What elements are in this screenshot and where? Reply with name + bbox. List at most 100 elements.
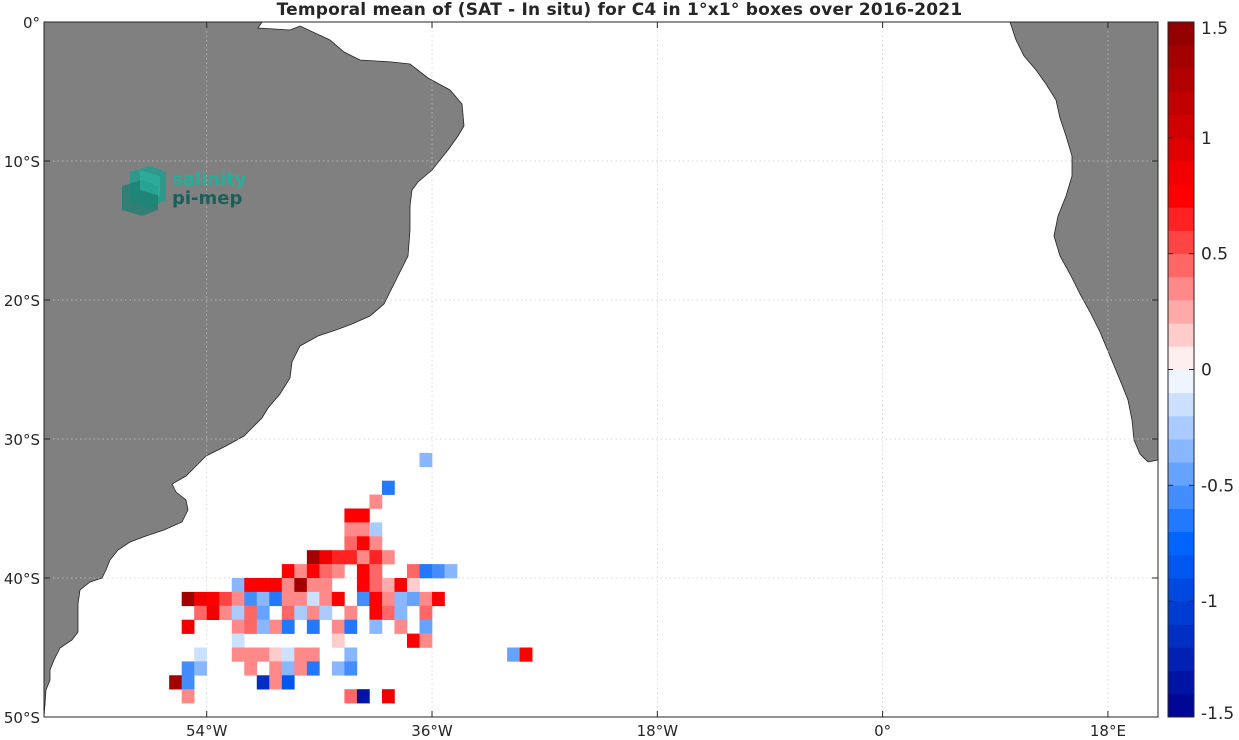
data-cell <box>419 591 433 607</box>
data-cell <box>294 605 308 620</box>
data-cell <box>244 591 258 607</box>
data-cell <box>419 633 433 648</box>
data-cell <box>269 619 283 634</box>
colorbar-tick-label: 1.5 <box>1201 19 1228 39</box>
data-cell <box>281 605 295 620</box>
data-cell <box>244 605 258 620</box>
data-cell <box>344 536 358 551</box>
data-cell <box>194 605 208 620</box>
data-cell <box>231 619 245 634</box>
data-cell <box>356 508 370 523</box>
data-cell <box>519 647 533 662</box>
colorbar: 1.5 1 0.5 0 -0.5 -1 -1.5 <box>1167 19 1234 724</box>
lon-tick-label: 54°W <box>186 722 228 740</box>
data-cell <box>369 619 383 634</box>
data-cell <box>281 619 295 634</box>
colorbar-segment <box>1168 137 1194 162</box>
data-cell <box>344 508 358 523</box>
data-cell <box>319 578 333 593</box>
map-axes: 54°W 36°W 18°W 0° 18°E 0° 10°S 20°S 30°S 40°S 50°S <box>4 14 1158 740</box>
data-cell <box>394 619 408 634</box>
data-cell <box>394 578 408 593</box>
data-cell <box>356 550 370 565</box>
data-cell <box>231 647 245 662</box>
data-cell <box>331 661 345 676</box>
colorbar-segment <box>1168 578 1194 602</box>
data-cell <box>219 591 233 607</box>
colorbar-segment <box>1168 624 1194 648</box>
land-africa <box>1009 21 1159 463</box>
colorbar-segment <box>1168 276 1194 301</box>
colorbar-segment <box>1168 323 1194 347</box>
data-cell <box>294 661 308 676</box>
lat-tick-label: 30°S <box>4 431 40 449</box>
lat-tick-label: 50°S <box>4 709 40 727</box>
data-cell <box>406 591 420 607</box>
data-cell <box>356 591 370 607</box>
data-cell <box>344 647 358 662</box>
colorbar-segment <box>1168 670 1194 695</box>
data-cell <box>306 591 320 607</box>
lat-tick-label: 20°S <box>4 292 40 310</box>
data-cell <box>394 605 408 620</box>
data-cell <box>356 536 370 551</box>
lon-tick-label: 0° <box>874 722 891 740</box>
colorbar-segment <box>1168 68 1194 92</box>
data-cell <box>381 605 395 620</box>
lon-tick-label: 18°W <box>637 722 679 740</box>
colorbar-segment <box>1168 253 1194 278</box>
map-title: Temporal mean of (SAT - In situ) for C4 … <box>276 0 963 20</box>
colorbar-segment <box>1168 346 1194 370</box>
data-cell <box>369 578 383 593</box>
data-cell <box>331 564 345 579</box>
data-cell <box>331 633 345 648</box>
colorbar-segment <box>1168 184 1194 208</box>
data-cell <box>381 480 395 495</box>
colorbar-segment <box>1168 693 1194 718</box>
data-cell <box>344 605 358 620</box>
colorbar-tick-label: 1 <box>1201 129 1212 149</box>
data-cell <box>306 605 320 620</box>
data-cell <box>244 647 258 662</box>
data-cell <box>369 536 383 551</box>
data-cell <box>256 578 270 593</box>
data-cell <box>281 578 295 593</box>
lat-tick-label: 0° <box>23 14 40 32</box>
data-cell <box>306 647 320 662</box>
data-cell <box>306 661 320 676</box>
colorbar-segment <box>1168 485 1194 509</box>
data-cell <box>381 689 395 704</box>
data-cell <box>269 647 283 662</box>
data-cell <box>331 550 345 565</box>
data-cell <box>181 591 195 607</box>
data-cell <box>319 564 333 579</box>
data-cell <box>419 452 433 468</box>
logo-text-pi-mep: pi-mep <box>172 188 242 209</box>
data-cell <box>219 605 233 620</box>
data-cell <box>269 591 283 607</box>
data-cell <box>369 564 383 579</box>
data-cell <box>294 647 308 662</box>
colorbar-segment <box>1168 300 1194 324</box>
data-cell <box>356 578 370 593</box>
colorbar-segment <box>1168 462 1194 486</box>
data-cell <box>306 550 320 565</box>
colorbar-segment <box>1168 207 1194 231</box>
map-frame <box>43 21 1159 718</box>
logo-text-salinity: salinity <box>172 169 247 190</box>
data-cell <box>381 578 395 593</box>
data-cell <box>194 647 208 662</box>
data-cell <box>269 578 283 593</box>
data-cell <box>419 619 433 634</box>
colorbar-tick-label: 0.5 <box>1201 245 1228 265</box>
data-cell <box>344 550 358 565</box>
data-cell <box>256 591 270 607</box>
data-cell <box>181 675 195 690</box>
data-cell <box>231 591 245 607</box>
data-cell <box>231 605 245 620</box>
data-cell <box>344 619 358 634</box>
lon-tick-label: 18°E <box>1090 722 1126 740</box>
data-cell <box>294 578 308 593</box>
colorbar-segment <box>1168 22 1194 46</box>
